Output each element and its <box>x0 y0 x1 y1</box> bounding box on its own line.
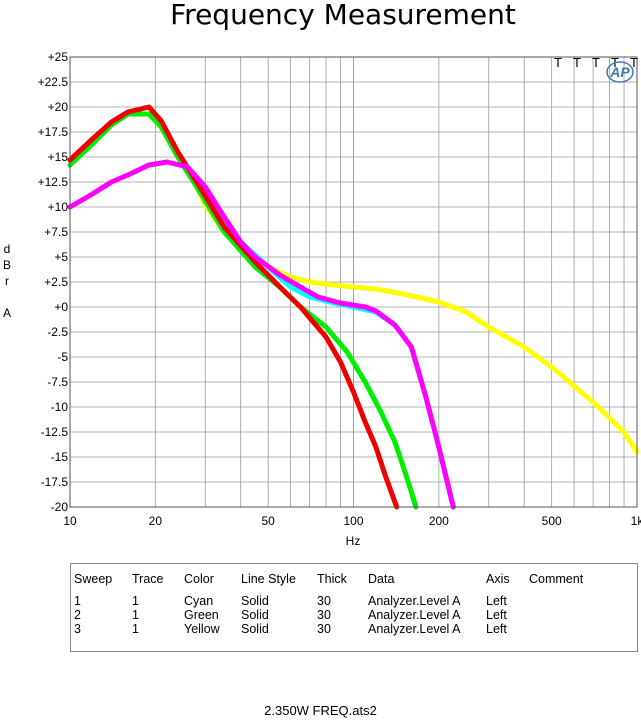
series-group <box>67 104 640 510</box>
legend-cell: 1 <box>132 594 139 608</box>
legend-cell: Solid <box>241 594 269 608</box>
legend-cell: Cyan <box>184 594 214 608</box>
y-tick-label: +10 <box>48 200 69 214</box>
y-tick-label: -10 <box>51 400 69 414</box>
legend-row: 2 1 Green Solid 30 Analyzer.Level A Left <box>74 608 609 622</box>
legend-cell: 2 <box>74 608 81 622</box>
legend-header-cell: Line Style <box>241 572 296 586</box>
series-line-4 <box>67 159 456 510</box>
legend-table: Sweep Trace Color Line Style Thick Data Axis Co… <box>70 563 638 652</box>
x-tick-label: 50 <box>261 514 275 528</box>
y-tick-label: +22.5 <box>38 75 69 89</box>
x-axis-ticks: 10 20 50 100 200 500 1k <box>63 514 641 528</box>
series-line-0 <box>194 184 640 455</box>
x-tick-label: 500 <box>542 514 562 528</box>
legend-row: 1 1 Cyan Solid 30 Analyzer.Level A Left <box>74 594 609 608</box>
frequency-chart: Frequency Measurement +25 +22.5 +20 +17.5 +1… <box>3 0 641 548</box>
y-axis-ticks: +25 +22.5 +20 +17.5 +15 +12.5 +10 +7.5 +5 +2.5 +0 -… <box>38 50 69 514</box>
legend-cell <box>529 594 609 608</box>
y-tick-label: -15 <box>51 450 69 464</box>
y-tick-label: -5 <box>57 350 68 364</box>
legend-cell: Analyzer.Level A <box>368 622 461 636</box>
y-tick-label: -2.5 <box>47 325 68 339</box>
legend-cell: Analyzer.Level A <box>368 594 461 608</box>
footer-filename: 2.350W FREQ.ats2 <box>264 703 377 718</box>
y-axis-label-letter: B <box>3 258 11 272</box>
legend-cell: 30 <box>317 594 331 608</box>
y-tick-label: -12.5 <box>41 425 69 439</box>
y-tick-label: -17.5 <box>41 475 69 489</box>
legend-cell: Solid <box>241 622 269 636</box>
y-tick-label: +15 <box>48 150 69 164</box>
legend-cell <box>529 622 609 636</box>
legend-header-cell: Trace <box>132 572 164 586</box>
x-tick-label: 10 <box>63 514 77 528</box>
legend-cell: 1 <box>132 622 139 636</box>
legend-cell: 30 <box>317 608 331 622</box>
legend-cell: Analyzer.Level A <box>368 608 461 622</box>
y-tick-label: +20 <box>48 100 69 114</box>
legend-cell: Left <box>486 594 507 608</box>
legend-cell: 3 <box>74 622 81 636</box>
legend-header-cell: Sweep <box>74 572 113 586</box>
legend-header-cell: Data <box>368 572 395 586</box>
y-axis-label-letter: r <box>5 274 9 288</box>
y-tick-label: +7.5 <box>44 225 68 239</box>
x-tick-label: 100 <box>343 514 363 528</box>
chart-title: Frequency Measurement <box>170 0 516 31</box>
legend-cell: 1 <box>74 594 81 608</box>
marker-t: T <box>573 55 581 70</box>
legend-cell <box>529 608 609 622</box>
legend-header-cell: Axis <box>486 572 510 586</box>
x-tick-label: 200 <box>429 514 449 528</box>
y-tick-label: +2.5 <box>44 275 68 289</box>
ap-logo-ring <box>606 61 634 83</box>
series-line-3 <box>67 104 400 510</box>
y-axis-label: dBr A <box>3 242 11 320</box>
legend-header-cell: Comment <box>529 572 584 586</box>
legend-header-row: Sweep Trace Color Line Style Thick Data Axis Co… <box>74 570 609 594</box>
legend-row: 3 1 Yellow Solid 30 Analyzer.Level A Left <box>74 622 609 636</box>
ap-logo-icon: AP <box>609 64 630 80</box>
grid <box>69 56 638 508</box>
y-tick-label: +5 <box>54 250 68 264</box>
y-tick-label: +12.5 <box>38 175 69 189</box>
y-tick-label: +0 <box>54 300 68 314</box>
legend-cell: Left <box>486 622 507 636</box>
x-tick-label: 1k <box>631 514 641 528</box>
x-axis-label: Hz <box>346 534 361 548</box>
plot-frame <box>69 56 638 508</box>
y-tick-label: -20 <box>51 500 69 514</box>
y-tick-label: +25 <box>48 50 69 64</box>
legend-cell: Solid <box>241 608 269 622</box>
legend-cell: Left <box>486 608 507 622</box>
legend-header-cell: Color <box>184 572 214 586</box>
y-tick-label: +17.5 <box>38 125 69 139</box>
marker-t: T <box>592 55 600 70</box>
y-axis-label-letter: d <box>4 242 11 256</box>
annotations: T T T T TAP <box>554 55 638 83</box>
y-axis-label-letter: A <box>3 306 11 320</box>
legend-cell: Yellow <box>184 622 220 636</box>
legend-cell: 30 <box>317 622 331 636</box>
y-tick-label: -7.5 <box>47 375 68 389</box>
x-tick-label: 20 <box>149 514 163 528</box>
marker-t: T <box>554 55 562 70</box>
legend-header-cell: Thick <box>317 572 347 586</box>
legend-cell: Green <box>184 608 219 622</box>
marker-t: T <box>630 55 638 70</box>
legend-cell: 1 <box>132 608 139 622</box>
